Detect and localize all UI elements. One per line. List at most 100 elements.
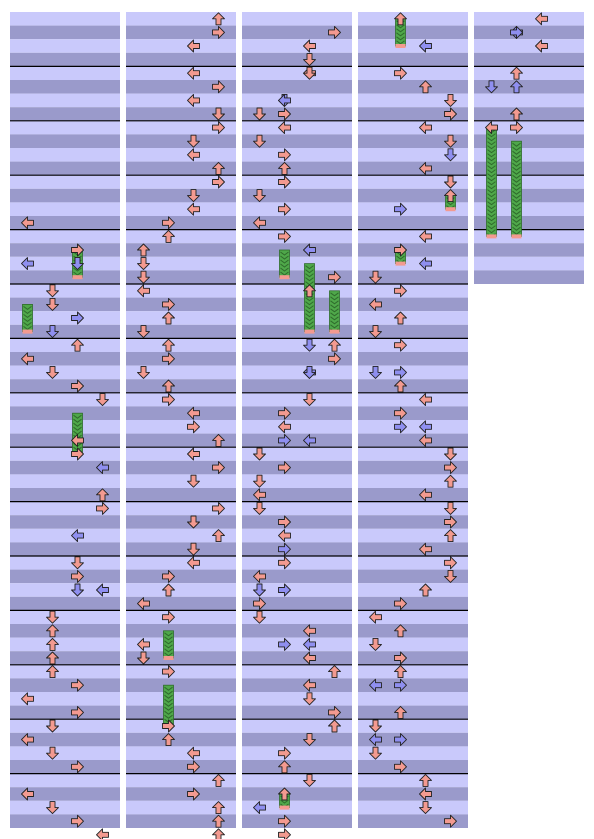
- hold-chevron: [23, 321, 32, 327]
- row-stripe: [242, 188, 352, 203]
- row-stripe: [358, 528, 468, 543]
- row-stripe: [10, 93, 120, 108]
- arrow-left-icon: [419, 257, 432, 271]
- arrow-right-icon: [278, 175, 291, 189]
- arrow-left-icon: [419, 393, 432, 407]
- row-stripe: [10, 705, 120, 720]
- arrow-down-icon: [444, 501, 457, 515]
- row-stripe: [10, 256, 120, 271]
- hold-tail: [22, 329, 33, 334]
- hold-chevron: [512, 218, 521, 223]
- hold-note: [511, 140, 522, 239]
- arrow-left-icon: [137, 597, 150, 611]
- arrow-right-icon: [212, 175, 225, 189]
- arrow-left-icon: [535, 12, 548, 26]
- arrow-right-icon: [187, 787, 200, 801]
- row-stripe: [358, 433, 468, 448]
- row-stripe: [10, 746, 120, 760]
- row-stripe: [126, 52, 236, 67]
- row-stripe: [242, 637, 352, 652]
- arrow-left-icon: [419, 488, 432, 502]
- row-stripe: [126, 256, 236, 271]
- row-stripe: [10, 379, 120, 393]
- hold-chevron: [305, 321, 314, 326]
- hold-chevron: [305, 325, 314, 330]
- arrow-right-icon: [394, 760, 407, 774]
- hold-tail: [486, 234, 497, 239]
- row-stripe: [474, 243, 584, 257]
- row-stripe: [242, 773, 352, 788]
- row-stripe: [126, 678, 236, 692]
- hold-tail: [395, 261, 406, 266]
- row-stripe: [242, 501, 352, 516]
- arrow-right-icon: [71, 243, 84, 257]
- row-stripe: [242, 651, 352, 665]
- row-stripe: [358, 569, 468, 584]
- arrow-up-icon: [46, 665, 59, 679]
- hold-chevron: [164, 636, 173, 641]
- arrow-up-icon: [162, 379, 175, 393]
- row-stripe: [358, 188, 468, 203]
- hold-tail: [163, 656, 174, 660]
- arrow-up-icon: [212, 12, 225, 26]
- arrow-left-icon: [303, 243, 316, 257]
- arrow-right-icon: [278, 542, 291, 556]
- arrow-left-icon: [369, 678, 382, 692]
- arrow-right-icon: [71, 379, 84, 393]
- row-stripe: [474, 270, 584, 284]
- row-stripe: [126, 229, 236, 244]
- hold-chevron: [164, 686, 173, 691]
- arrow-left-icon: [278, 93, 291, 107]
- row-stripe: [126, 637, 236, 652]
- row-stripe: [126, 297, 236, 312]
- hold-note: [279, 249, 290, 280]
- arrow-down-icon: [444, 148, 457, 162]
- row-stripe: [126, 148, 236, 162]
- hold-chevron: [305, 309, 314, 314]
- arrow-right-icon: [162, 719, 175, 733]
- hold-tail: [329, 329, 340, 334]
- arrow-left-icon: [369, 733, 382, 747]
- arrow-down-icon: [444, 175, 457, 189]
- hold-chevron: [512, 186, 521, 191]
- row-stripe: [358, 800, 468, 815]
- row-stripe: [126, 216, 236, 230]
- row-stripe: [242, 705, 352, 720]
- row-stripe: [242, 692, 352, 706]
- row-stripe: [10, 447, 120, 461]
- row-stripe: [358, 66, 468, 80]
- hold-chevron: [23, 305, 32, 311]
- row-stripe: [358, 52, 468, 67]
- row-stripe: [126, 732, 236, 747]
- arrow-up-icon: [46, 637, 59, 651]
- arrow-left-icon: [71, 529, 84, 543]
- row-stripe: [474, 120, 584, 135]
- hold-chevron: [446, 201, 455, 206]
- hold-chevron: [396, 24, 405, 29]
- arrow-down-icon: [187, 515, 200, 529]
- row-stripe: [126, 270, 236, 284]
- hold-chevron: [512, 142, 521, 147]
- row-stripe: [10, 270, 120, 284]
- arrow-left-icon: [485, 121, 498, 135]
- hold-note: [486, 127, 497, 239]
- row-stripe: [10, 814, 120, 828]
- row-stripe: [358, 447, 468, 461]
- row-stripe: [126, 161, 236, 176]
- row-stripe: [474, 216, 584, 230]
- row-stripe: [126, 134, 236, 148]
- arrow-right-icon: [187, 420, 200, 434]
- arrow-right-icon: [510, 121, 523, 135]
- arrow-right-icon: [71, 678, 84, 692]
- arrow-down-icon: [96, 393, 109, 407]
- arrow-left-icon: [96, 583, 109, 597]
- arrow-down-icon: [303, 53, 316, 67]
- row-stripe: [358, 814, 468, 828]
- row-stripe: [474, 107, 584, 121]
- hold-chevron: [487, 189, 496, 194]
- arrow-down-icon: [369, 719, 382, 733]
- hold-chevron: [512, 162, 521, 167]
- arrow-down-icon: [71, 257, 84, 271]
- row-stripe: [10, 474, 120, 488]
- arrow-up-icon: [212, 773, 225, 787]
